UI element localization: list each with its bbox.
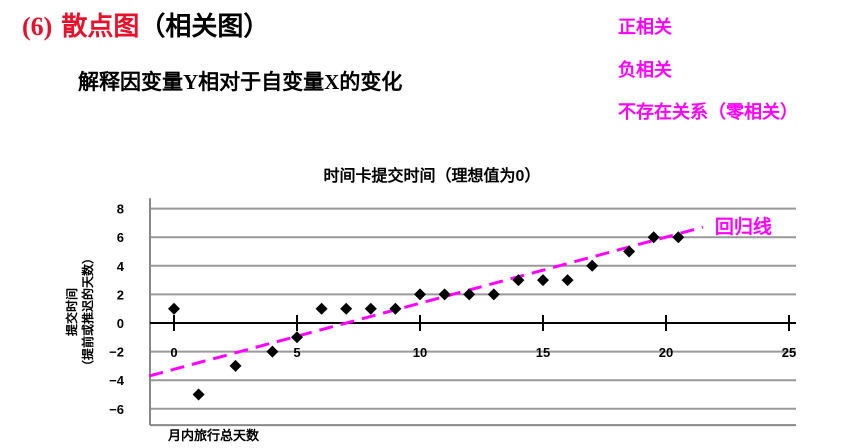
- x-tick-label: 15: [536, 345, 550, 360]
- data-point: [229, 359, 242, 372]
- data-point: [192, 388, 205, 401]
- chart-title: 时间卡提交时间（理想值为0）: [324, 166, 541, 185]
- x-tick-label: 25: [782, 345, 796, 360]
- x-tick-label: 5: [293, 345, 300, 360]
- y-tick-label: 2: [117, 287, 124, 302]
- data-point: [463, 288, 476, 301]
- x-tick-label: 20: [659, 345, 673, 360]
- page-heading: (6) 散点图（相关图）: [22, 6, 269, 43]
- data-point: [389, 302, 402, 315]
- y-tick-label: 6: [117, 230, 124, 245]
- subtitle-var-x: X: [324, 70, 340, 94]
- data-point: [561, 274, 574, 287]
- data-point: [291, 331, 303, 344]
- data-point: [647, 231, 660, 244]
- correlation-negative: 负相关: [618, 60, 672, 81]
- y-axis-label-line1: 提交时间: [64, 288, 79, 336]
- heading-number: (6): [22, 12, 53, 41]
- data-point: [364, 302, 377, 315]
- data-point: [487, 288, 500, 301]
- x-tick-label: 0: [170, 345, 177, 360]
- regression-line-label: 回归线: [715, 215, 772, 238]
- data-point: [623, 245, 636, 258]
- data-point: [672, 231, 685, 244]
- subtitle-var-y: Y: [183, 70, 199, 94]
- y-tick-label: −6: [109, 402, 124, 417]
- y-tick-label: 0: [117, 316, 124, 331]
- data-point: [586, 259, 599, 272]
- y-tick-label: 8: [117, 202, 124, 217]
- data-point: [168, 302, 180, 315]
- y-tick-label: −4: [109, 373, 125, 388]
- subtitle-part3: 的变化: [339, 70, 403, 94]
- y-tick-label: −2: [109, 345, 124, 360]
- correlation-positive: 正相关: [618, 17, 672, 38]
- correlation-none: 不存在关系（零相关）: [618, 102, 798, 123]
- x-tick-label: 10: [413, 345, 427, 360]
- data-point: [266, 345, 279, 358]
- y-axis-label-line2: （提前或推迟的天数）: [80, 252, 95, 372]
- data-point: [414, 288, 426, 301]
- data-point: [315, 302, 328, 315]
- subtitle-part1: 解释因变量: [78, 70, 183, 94]
- data-point: [512, 274, 525, 287]
- regression-line: [149, 225, 704, 378]
- y-tick-label: 4: [117, 259, 125, 274]
- heading-paren: （相关图）: [139, 12, 270, 42]
- page-subtitle: 解释因变量Y相对于自变量X的变化: [78, 66, 402, 96]
- data-point: [438, 288, 451, 301]
- data-point: [537, 274, 549, 287]
- heading-title: 散点图: [61, 12, 140, 42]
- x-axis-label: 月内旅行总天数: [167, 428, 260, 443]
- data-point: [340, 302, 353, 315]
- subtitle-part2: 相对于自变量: [198, 70, 325, 94]
